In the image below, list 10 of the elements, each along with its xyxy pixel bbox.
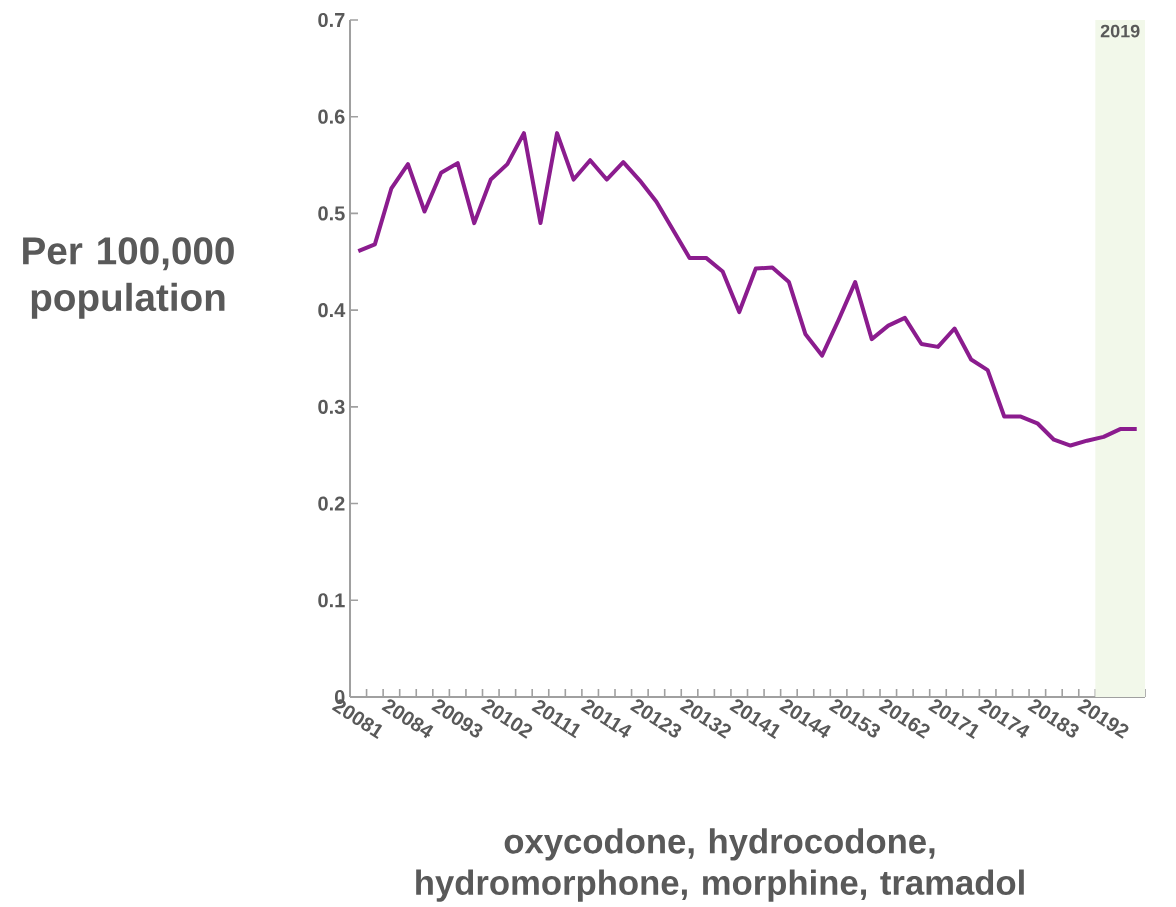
y-tick-label: 0.5 (318, 206, 345, 221)
y-tick-label: 0.3 (318, 399, 345, 414)
y-tick-label: 0.1 (318, 593, 345, 608)
annotation: 2019 (1100, 24, 1140, 38)
y-tick-label: 0.6 (318, 109, 345, 124)
x-axis-title: oxycodone, hydrocodone, hydromorphone, morphine, tramadol (416, 828, 1024, 902)
y-tick-label: 0.4 (318, 303, 346, 318)
y-axis-title: Per 100,000 population (23, 237, 234, 319)
y-tick-label: 0.2 (318, 496, 345, 511)
y-tick-label: 0.7 (318, 12, 345, 28)
